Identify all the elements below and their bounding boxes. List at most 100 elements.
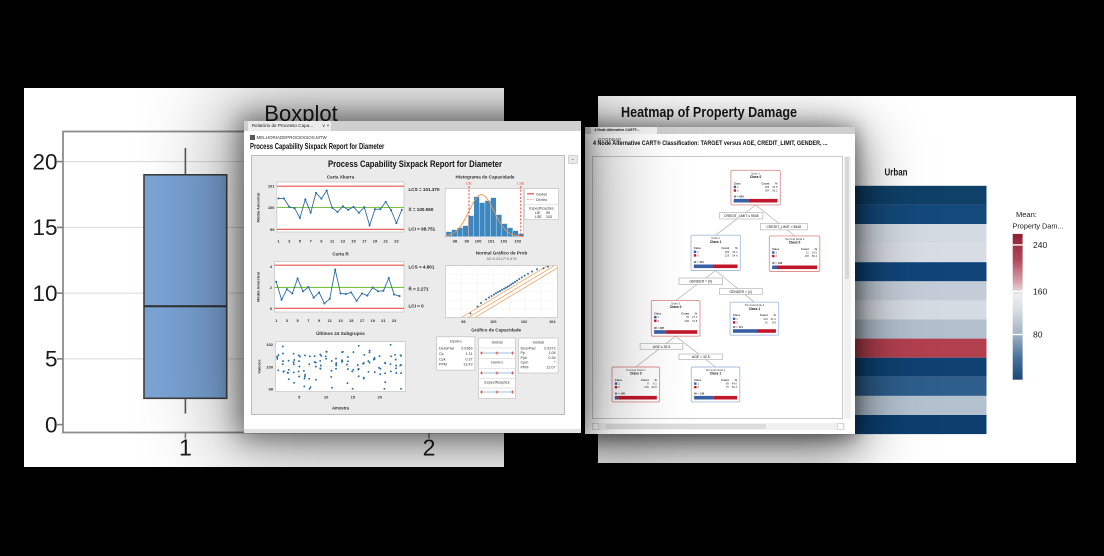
svg-text:50.4: 50.4 xyxy=(731,385,737,389)
svg-text:15: 15 xyxy=(348,318,353,323)
svg-text:1.08: 1.08 xyxy=(548,351,555,355)
svg-text:19: 19 xyxy=(372,239,377,244)
svg-text:0: 0 xyxy=(737,188,739,192)
svg-text:101: 101 xyxy=(487,239,494,244)
svg-text:45.4: 45.4 xyxy=(732,250,738,254)
svg-text:Mean:: Mean: xyxy=(1016,210,1037,219)
svg-text:49.6: 49.6 xyxy=(731,382,737,386)
svg-text:PPM: PPM xyxy=(439,363,447,367)
svg-text:W = 600: W = 600 xyxy=(733,194,744,198)
svg-text:Pp: Pp xyxy=(520,351,525,355)
svg-text:Especificações: Especificações xyxy=(484,381,509,385)
svg-text:397: 397 xyxy=(765,188,770,192)
svg-text:1: 1 xyxy=(275,318,278,323)
svg-text:5: 5 xyxy=(296,318,299,323)
svg-text:0: 0 xyxy=(269,306,272,311)
svg-text:W = 148: W = 148 xyxy=(614,391,625,395)
svg-text:17: 17 xyxy=(359,318,364,323)
svg-text:Count: Count xyxy=(760,313,768,317)
svg-text:Especificações: Especificações xyxy=(529,206,554,210)
svg-text:1: 1 xyxy=(737,185,739,189)
svg-text:PPM: PPM xyxy=(520,365,528,369)
svg-text:99: 99 xyxy=(464,239,469,244)
svg-text:3: 3 xyxy=(288,239,291,244)
svg-text:100: 100 xyxy=(474,239,481,244)
svg-text:178: 178 xyxy=(804,254,809,258)
svg-text:W = 199: W = 199 xyxy=(772,261,783,265)
svg-text:Count: Count xyxy=(681,312,689,316)
svg-text:DesvPad: DesvPad xyxy=(520,347,535,351)
svg-text:LCI = 98.751: LCI = 98.751 xyxy=(408,227,435,232)
svg-text:54.6: 54.6 xyxy=(732,253,738,257)
svg-text:0.9366: 0.9366 xyxy=(461,347,472,351)
svg-text:Cp: Cp xyxy=(439,352,444,356)
svg-text:Normal Gráfico de Prob: Normal Gráfico de Prob xyxy=(475,250,527,255)
svg-text:X̅ = 100.060: X̅ = 100.060 xyxy=(408,206,434,212)
svg-text:Node 3: Node 3 xyxy=(671,302,680,306)
svg-text:23: 23 xyxy=(391,318,396,323)
svg-text:17: 17 xyxy=(362,239,367,244)
svg-text:93.9: 93.9 xyxy=(651,385,657,389)
svg-text:Class 1: Class 1 xyxy=(748,307,760,311)
svg-text:Class: Class xyxy=(614,378,622,382)
svg-text:Class 1: Class 1 xyxy=(710,240,722,244)
svg-text:Class: Class xyxy=(733,313,741,317)
svg-text:LSE: LSE xyxy=(535,215,542,219)
svg-text:Class 0: Class 0 xyxy=(789,240,801,244)
svg-text:*: * xyxy=(554,361,556,365)
svg-text:99: 99 xyxy=(546,211,550,215)
svg-text:0: 0 xyxy=(775,254,777,258)
svg-text:4: 4 xyxy=(269,264,272,269)
svg-text:12.07: 12.07 xyxy=(546,365,555,369)
svg-text:AGE ≤ 32.5: AGE ≤ 32.5 xyxy=(652,345,670,349)
svg-text:Carta Xbarra: Carta Xbarra xyxy=(326,175,354,180)
svg-text:78: 78 xyxy=(686,315,689,319)
svg-text:203: 203 xyxy=(765,185,770,189)
svg-text:20: 20 xyxy=(377,395,382,400)
svg-text:%: % xyxy=(734,378,737,382)
svg-text:%: % xyxy=(735,246,738,250)
svg-text:Média Amostral: Média Amostral xyxy=(255,272,260,302)
svg-text:LCS = 101.370: LCS = 101.370 xyxy=(408,187,439,192)
svg-text:W = 401: W = 401 xyxy=(693,260,704,264)
svg-text:Terminal Node 3: Terminal Node 3 xyxy=(744,303,764,307)
svg-text:%: % xyxy=(773,313,776,317)
svg-text:102: 102 xyxy=(266,342,273,347)
svg-text:GENDER = (1): GENDER = (1) xyxy=(729,290,752,294)
svg-text:1: 1 xyxy=(618,382,620,386)
svg-text:3: 3 xyxy=(285,318,288,323)
svg-text:89.4: 89.4 xyxy=(811,254,817,258)
svg-text:91.2: 91.2 xyxy=(770,317,776,321)
svg-text:9: 9 xyxy=(317,318,320,323)
svg-text:1: 1 xyxy=(736,317,738,321)
svg-text:15: 15 xyxy=(350,395,355,400)
svg-text:Dentro: Dentro xyxy=(491,361,502,365)
svg-text:Class 0: Class 0 xyxy=(630,372,642,376)
svg-text:Class 1: Class 1 xyxy=(709,372,721,376)
svg-text:20: 20 xyxy=(32,149,57,174)
svg-text:0: 0 xyxy=(697,385,699,389)
svg-text:7: 7 xyxy=(307,318,310,323)
svg-text:%: % xyxy=(814,247,817,251)
svg-text:5: 5 xyxy=(298,239,301,244)
svg-text:W = 139: W = 139 xyxy=(694,391,705,395)
svg-text:10: 10 xyxy=(323,395,328,400)
svg-text:Média Amostral: Média Amostral xyxy=(255,193,260,223)
svg-text:Class 0: Class 0 xyxy=(750,175,762,179)
svg-text:DesvPad: DesvPad xyxy=(439,347,454,351)
svg-text:LIE: LIE xyxy=(535,211,541,215)
svg-text:0: 0 xyxy=(657,319,659,323)
svg-text:100: 100 xyxy=(267,205,274,210)
svg-text:139: 139 xyxy=(644,385,649,389)
svg-text:CREDIT_LIMIT > 5548: CREDIT_LIMIT > 5548 xyxy=(766,225,801,229)
svg-text:182: 182 xyxy=(725,250,730,254)
svg-text:9: 9 xyxy=(320,239,323,244)
svg-text:33.8: 33.8 xyxy=(772,185,778,189)
svg-text:Terminal Node 2: Terminal Node 2 xyxy=(705,368,725,372)
svg-text:104: 104 xyxy=(763,317,768,321)
svg-text:0: 0 xyxy=(45,412,58,437)
svg-text:21: 21 xyxy=(805,250,808,254)
svg-text:6.1: 6.1 xyxy=(653,382,657,386)
svg-text:Node 2: Node 2 xyxy=(711,236,720,240)
svg-text:11: 11 xyxy=(327,318,332,323)
